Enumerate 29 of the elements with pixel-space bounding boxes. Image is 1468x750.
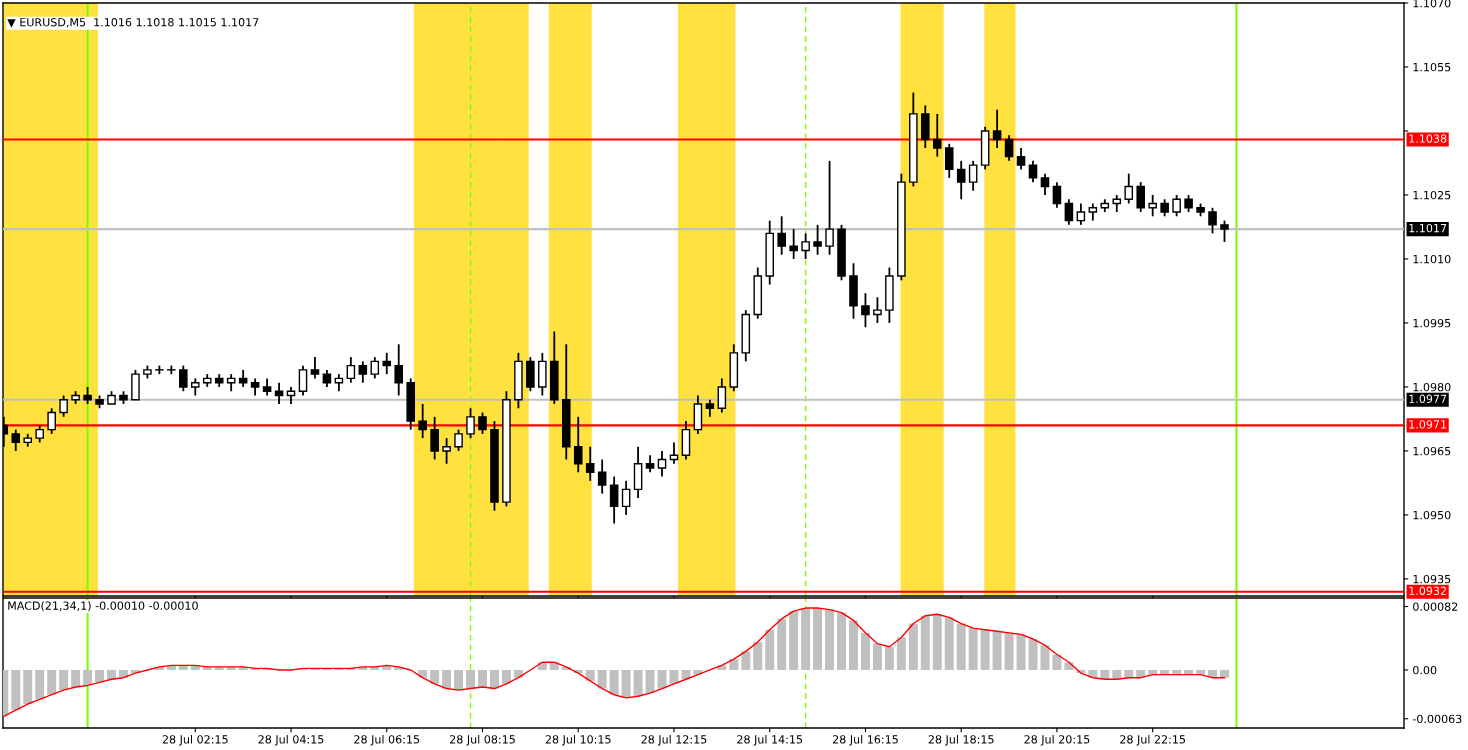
x-tick-label: 28 Jul 08:15 <box>450 734 515 746</box>
y-tick-label: 0.00082 <box>1413 602 1458 611</box>
y-tick-label: 1.0965 <box>1413 446 1451 456</box>
y-tick-label: 0.00 <box>1413 665 1437 675</box>
y-tick-label: -0.00063 <box>1412 714 1462 724</box>
y-tick-label: 1.0995 <box>1413 318 1451 328</box>
x-tick-label: 28 Jul 10:15 <box>545 734 611 746</box>
text: ▼ EURUSD,M5 1.1016 1.1018 1.1015 1.1017 <box>7 18 259 28</box>
x-tick-label: 28 Jul 14:15 <box>737 734 803 746</box>
x-tick-label: 28 Jul 18:15 <box>928 734 994 746</box>
y-tick-label: 1.1010 <box>1413 254 1451 264</box>
y-tick-label: 1.1055 <box>1413 62 1451 72</box>
ref-line-label: 1.0971 <box>1409 420 1447 429</box>
x-tick-label: 28 Jul 16:15 <box>832 734 898 746</box>
ref-line-label: 1.1038 <box>1409 134 1447 143</box>
x-tick-label: 28 Jul 12:15 <box>641 734 707 746</box>
chart-title: MACD(21,34,1) -0.00010 -0.00010 <box>8 601 198 612</box>
ref-line-label: 1.0932 <box>1409 586 1446 595</box>
ref-line-label: 1.0977 <box>1409 394 1447 403</box>
x-tick-label: 28 Jul 22:15 <box>1120 734 1186 746</box>
x-tick-label: 28 Jul 02:15 <box>162 734 228 746</box>
y-tick-label: 1.0950 <box>1413 510 1451 520</box>
y-tick-label: 1.0935 <box>1413 574 1451 584</box>
y-tick-label: 1.0980 <box>1413 382 1451 392</box>
x-tick-label: 28 Jul 04:15 <box>258 734 324 746</box>
y-tick-label: 1.1025 <box>1413 190 1451 200</box>
x-tick-label: 28 Jul 06:15 <box>354 734 420 746</box>
x-tick-label: 28 Jul 20:15 <box>1024 734 1090 746</box>
ref-line-label: 1.1017 <box>1409 223 1447 233</box>
